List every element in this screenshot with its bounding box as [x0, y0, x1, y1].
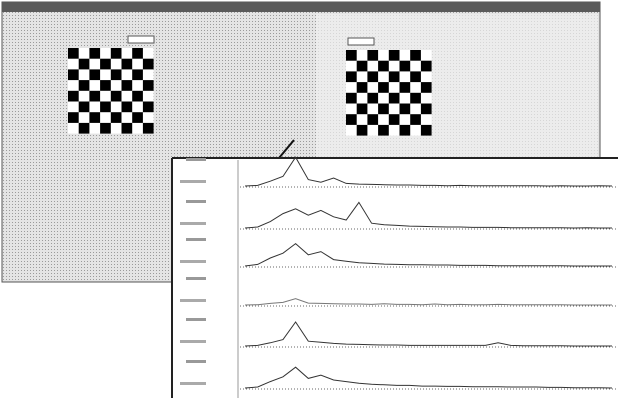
square [346, 71, 357, 82]
square [122, 102, 133, 113]
label-block [186, 360, 206, 363]
button[interactable] [128, 36, 154, 43]
label-block [180, 382, 206, 385]
square [357, 61, 368, 72]
square [122, 80, 133, 91]
square [378, 61, 389, 72]
square [68, 48, 79, 59]
square [111, 69, 122, 80]
square [400, 125, 411, 136]
square [367, 71, 378, 82]
square [389, 50, 400, 61]
square [357, 125, 368, 136]
square [421, 61, 432, 72]
button[interactable] [348, 38, 374, 45]
square [100, 59, 111, 70]
square [89, 112, 100, 123]
square [132, 91, 143, 102]
square [79, 59, 90, 70]
label-block [180, 180, 206, 183]
square [143, 59, 154, 70]
square [122, 123, 133, 134]
square [100, 102, 111, 113]
spectra-window [172, 158, 618, 398]
label-block [180, 222, 206, 225]
square [143, 123, 154, 134]
square [68, 112, 79, 123]
square [111, 91, 122, 102]
square [378, 104, 389, 115]
label-block [180, 299, 206, 302]
label-block [186, 158, 206, 161]
square [400, 104, 411, 115]
square [111, 112, 122, 123]
label-block [180, 260, 206, 263]
square [89, 91, 100, 102]
square [79, 80, 90, 91]
title-bar [2, 2, 600, 12]
square [421, 125, 432, 136]
square [378, 82, 389, 93]
square [410, 71, 421, 82]
square [79, 123, 90, 134]
square [367, 93, 378, 104]
page: {"chart_data": [ {"type": "line", "color… [0, 0, 618, 398]
square [143, 102, 154, 113]
label-block [186, 318, 206, 321]
square [100, 123, 111, 134]
square [89, 69, 100, 80]
square [389, 71, 400, 82]
square [389, 114, 400, 125]
square [68, 91, 79, 102]
square [421, 82, 432, 93]
screenshot [0, 0, 618, 398]
square [68, 69, 79, 80]
square [346, 114, 357, 125]
label-block [186, 238, 206, 241]
square [421, 104, 432, 115]
square [400, 82, 411, 93]
square [111, 48, 122, 59]
label-block [186, 277, 206, 280]
square [143, 80, 154, 91]
square [132, 112, 143, 123]
square [100, 80, 111, 91]
square [357, 82, 368, 93]
square [132, 69, 143, 80]
label-block [180, 340, 206, 343]
square [410, 114, 421, 125]
square [357, 104, 368, 115]
square [378, 125, 389, 136]
label-block [186, 200, 206, 203]
square [389, 93, 400, 104]
square [410, 93, 421, 104]
square [367, 50, 378, 61]
square [367, 114, 378, 125]
square [122, 59, 133, 70]
square [132, 48, 143, 59]
square [89, 48, 100, 59]
square [346, 93, 357, 104]
square [346, 50, 357, 61]
square [410, 50, 421, 61]
square [79, 102, 90, 113]
square [400, 61, 411, 72]
